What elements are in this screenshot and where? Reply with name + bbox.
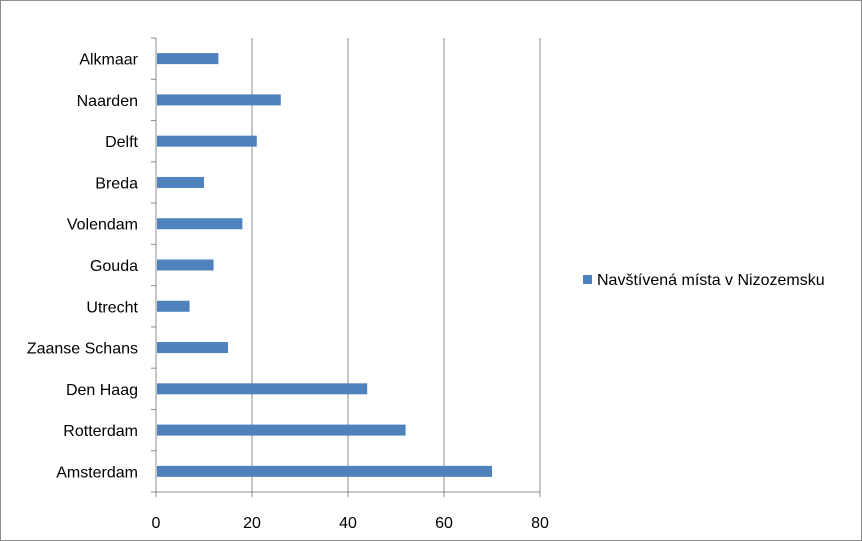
category-labels: Amsterdam Rotterdam Den Haag Zaanse Schans U… — [27, 52, 139, 482]
bar-utrecht — [157, 300, 190, 312]
x-tick-label: 60 — [435, 515, 453, 532]
bar-amsterdam — [157, 465, 492, 477]
axes — [151, 37, 541, 497]
legend: Navštívená místa v Nizozemsku — [583, 272, 825, 289]
category-label: Gouda — [90, 258, 138, 275]
x-tick-label: 80 — [531, 515, 549, 532]
bars — [157, 53, 492, 477]
category-label: Naarden — [77, 93, 138, 110]
category-label: Amsterdam — [56, 464, 138, 481]
bar-zaanse-schans — [157, 342, 228, 354]
x-tick-label: 0 — [152, 515, 161, 532]
category-label: Delft — [105, 134, 138, 151]
x-tick-labels: 0 20 40 60 80 — [152, 515, 549, 532]
x-tick-label: 20 — [243, 515, 261, 532]
category-label: Breda — [95, 175, 138, 192]
legend-swatch — [583, 275, 592, 284]
category-label: Rotterdam — [63, 423, 138, 440]
gridlines — [251, 38, 541, 492]
bar-volendam — [157, 218, 243, 230]
category-label: Den Haag — [66, 382, 138, 399]
category-label: Volendam — [67, 217, 138, 234]
legend-label: Navštívená místa v Nizozemsku — [597, 272, 825, 289]
category-label: Zaanse Schans — [27, 341, 138, 358]
bar-naarden — [157, 94, 281, 106]
category-label: Alkmaar — [79, 52, 138, 69]
category-label: Utrecht — [86, 299, 138, 316]
bar-alkmaar — [157, 53, 219, 65]
bar-gouda — [157, 259, 214, 271]
x-tick-label: 40 — [339, 515, 357, 532]
bar-rotterdam — [157, 424, 406, 436]
bar-den-haag — [157, 383, 368, 395]
bar-breda — [157, 176, 204, 188]
bar-delft — [157, 135, 257, 147]
